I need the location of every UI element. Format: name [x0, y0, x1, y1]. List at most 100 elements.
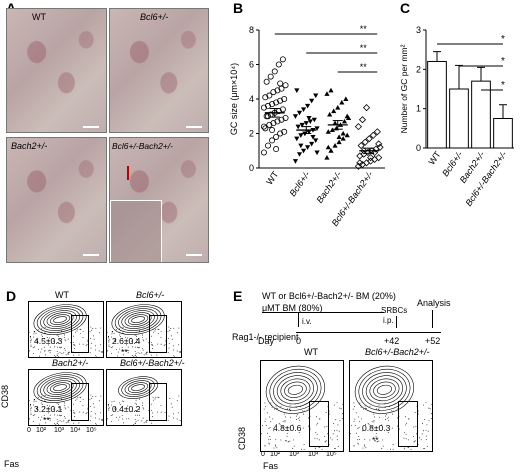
event-dot [142, 336, 144, 338]
contour-ring [53, 316, 67, 323]
event-dot [133, 424, 135, 425]
event-dot [53, 355, 55, 356]
event-dot [48, 417, 50, 419]
event-dot [172, 413, 174, 415]
event-dot [361, 418, 363, 420]
data-point [278, 116, 285, 123]
event-dot [358, 416, 360, 418]
event-dot [261, 433, 263, 435]
data-point [279, 56, 286, 63]
contour-ring [373, 381, 396, 398]
event-dot [375, 430, 377, 431]
event-dot [316, 424, 318, 426]
event-dot [55, 356, 57, 357]
event-dot [90, 326, 92, 328]
event-dot [108, 339, 110, 341]
data-point [328, 87, 334, 93]
event-dot [376, 408, 378, 410]
data-point [306, 115, 312, 121]
contour-ring [127, 314, 149, 325]
data-point [294, 136, 300, 142]
data-point [305, 145, 311, 150]
analysis-arrow [432, 310, 433, 328]
event-dot [72, 409, 74, 411]
event-dot [89, 352, 91, 354]
event-dot [388, 416, 390, 418]
event-dot [108, 340, 110, 342]
event-dot [325, 411, 327, 413]
flow-label-bach2: Bach2+/- [52, 358, 89, 368]
flow-label-double: Bcl6+/-Bach2+/- [365, 347, 430, 357]
event-dot [102, 350, 103, 352]
event-dot [49, 337, 51, 339]
data-point [360, 147, 368, 155]
event-dot [30, 344, 32, 346]
event-dot [119, 328, 121, 330]
event-dot [273, 447, 275, 449]
event-dot [135, 356, 137, 357]
contour-ring [36, 306, 84, 333]
event-dot [137, 346, 138, 348]
y-axis-title-cd38: CD38 [0, 384, 10, 408]
event-dot [299, 416, 301, 418]
event-dot [135, 331, 137, 333]
event-dot [269, 438, 271, 440]
event-dot [379, 410, 381, 412]
event-dot [415, 426, 417, 427]
arrow-marker [127, 166, 129, 180]
event-dot [373, 421, 375, 423]
event-dot [285, 440, 286, 442]
event-dot [285, 416, 287, 418]
event-dot [178, 351, 180, 353]
contour-ring [124, 312, 152, 327]
contour-ring [121, 310, 155, 329]
event-dot [95, 355, 97, 357]
y-tick-label: 8 [249, 25, 254, 35]
event-dot [426, 445, 428, 447]
data-point [344, 132, 350, 138]
event-dot [172, 417, 174, 419]
event-dot [102, 418, 103, 420]
data-point [303, 121, 309, 126]
event-dot [93, 338, 95, 340]
event-dot [73, 348, 75, 350]
event-dot [57, 346, 59, 348]
event-dot [141, 348, 143, 350]
event-dot [119, 402, 121, 404]
event-dot [321, 448, 323, 450]
event-dot [278, 422, 280, 424]
event-dot [110, 415, 112, 416]
event-dot [132, 342, 133, 344]
event-dot [362, 408, 364, 410]
significance-label: ** [360, 24, 368, 34]
event-dot [134, 402, 136, 404]
gate-percentage: 0.4±0.2 [112, 404, 141, 414]
event-dot [33, 421, 35, 422]
event-dot [111, 404, 113, 406]
contour-plot [29, 372, 103, 425]
event-dot [142, 407, 144, 409]
event-dot [30, 405, 32, 407]
data-point [294, 88, 300, 93]
event-dot [138, 347, 140, 349]
event-dot [298, 431, 300, 433]
gate-percentage: 4.5±0.3 [34, 336, 63, 346]
event-dot [157, 328, 159, 330]
contour-ring [43, 378, 77, 397]
event-dot [122, 400, 124, 402]
day-label: Day [258, 336, 275, 346]
event-dot [110, 347, 112, 348]
tick: 10² [36, 427, 47, 434]
data-point [367, 154, 375, 162]
histology-tile-wt: WT [6, 8, 107, 133]
significance-label: * [501, 34, 505, 45]
event-dot [157, 333, 159, 334]
contour-ring [124, 380, 152, 395]
event-dot [113, 400, 115, 402]
event-dot [353, 406, 355, 408]
event-dot [54, 414, 56, 416]
event-dot [300, 448, 302, 450]
data-point [267, 73, 274, 80]
event-dot [126, 418, 128, 420]
